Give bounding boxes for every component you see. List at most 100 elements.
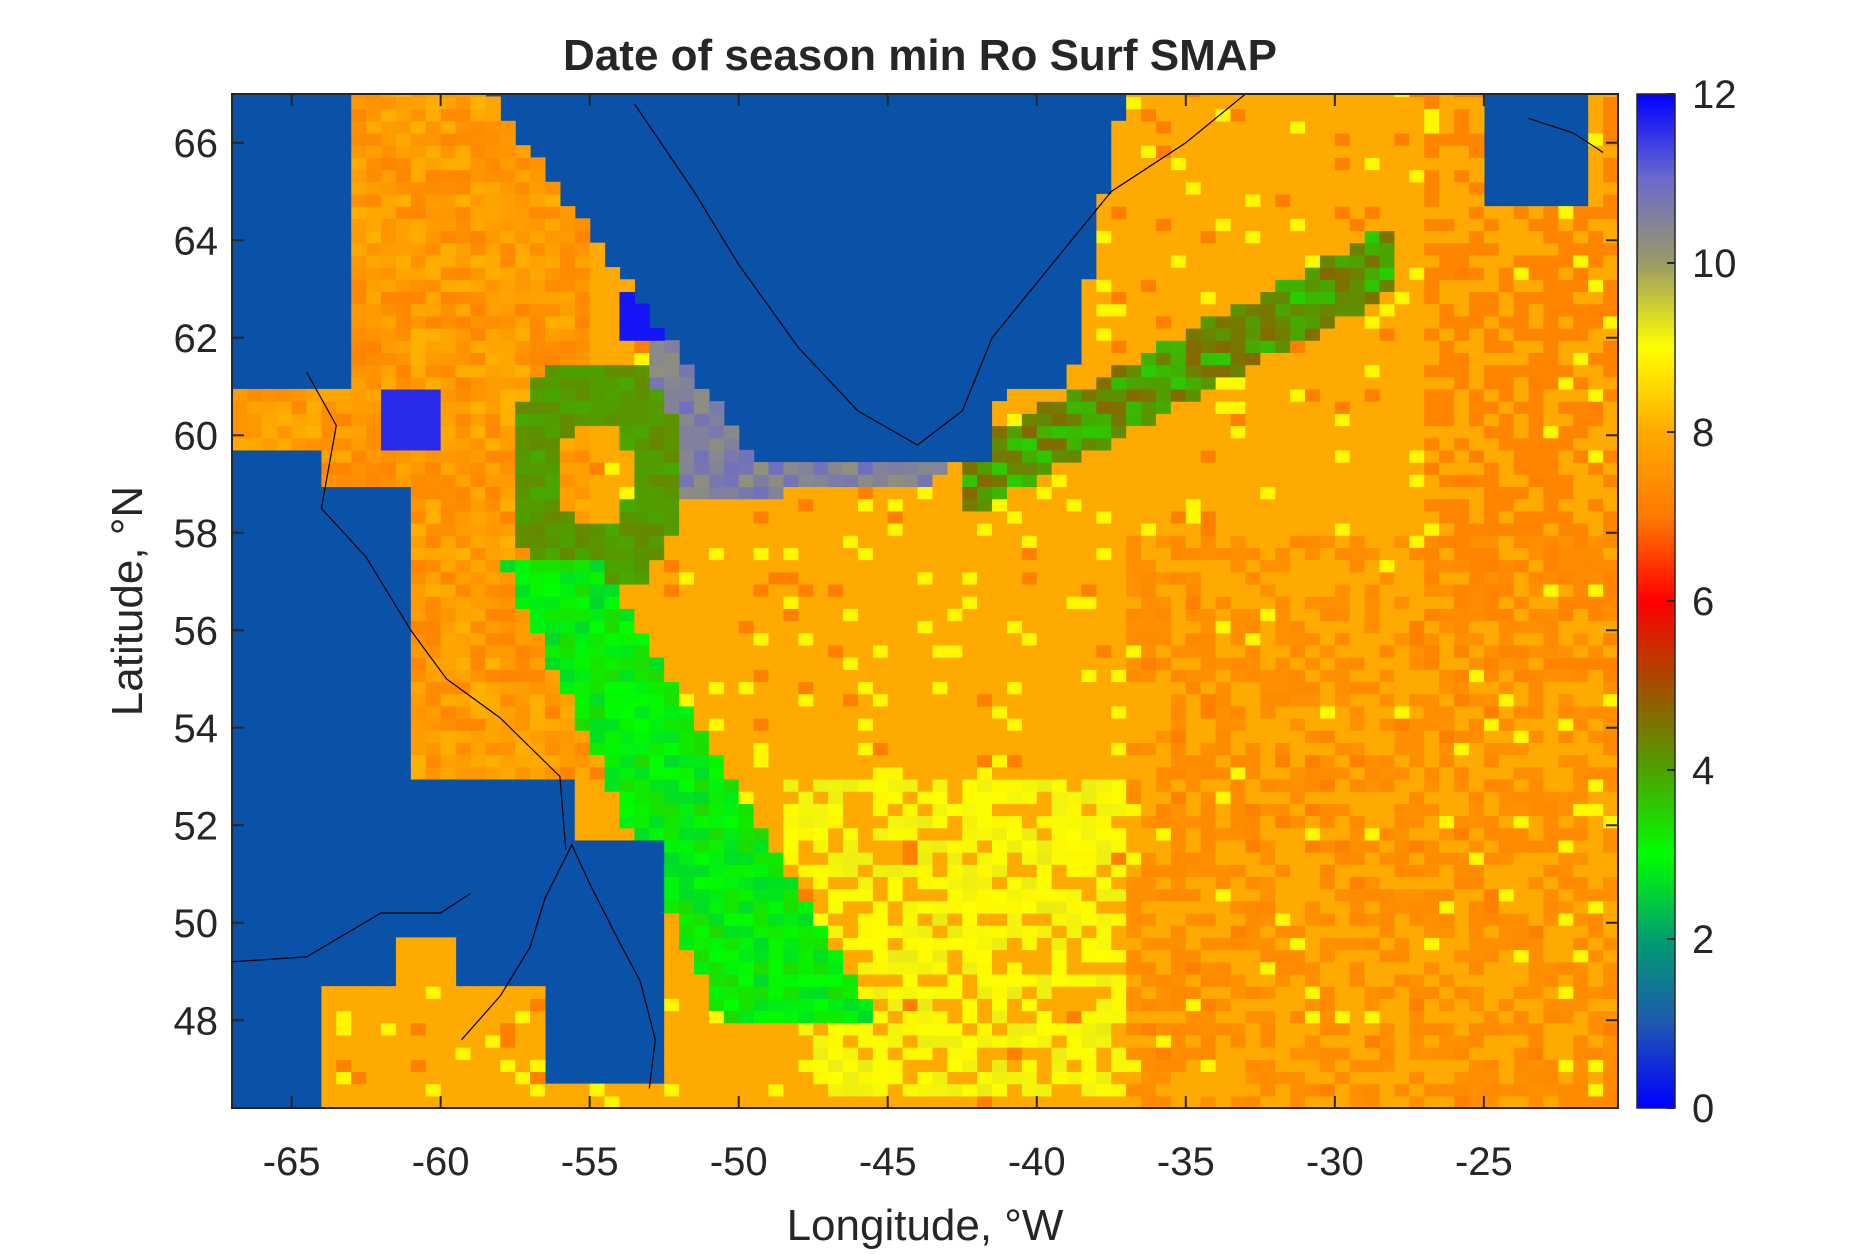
heatmap-cell xyxy=(843,791,859,804)
heatmap-cell xyxy=(1558,632,1574,646)
heatmap-cell xyxy=(544,730,561,743)
heatmap-cell xyxy=(977,718,993,731)
heatmap-cell xyxy=(1200,571,1217,585)
heatmap-cell xyxy=(1424,559,1440,573)
heatmap-cell xyxy=(1230,693,1247,707)
heatmap-cell xyxy=(992,718,1008,731)
heatmap-cell xyxy=(1603,778,1618,792)
heatmap-cell xyxy=(1200,925,1217,938)
heatmap-cell xyxy=(1439,730,1455,743)
heatmap-cell xyxy=(977,523,993,536)
heatmap-cell xyxy=(1319,986,1336,999)
heatmap-cell xyxy=(1081,730,1097,743)
heatmap-cell xyxy=(1185,449,1202,463)
heatmap-cell xyxy=(1528,961,1545,975)
heatmap-cell xyxy=(1066,693,1083,707)
heatmap-cell xyxy=(1364,388,1381,402)
heatmap-cell xyxy=(1275,437,1291,451)
heatmap-cell xyxy=(947,876,963,890)
heatmap-cell xyxy=(1126,949,1142,963)
heatmap-cell xyxy=(1603,1022,1618,1036)
heatmap-cell xyxy=(1305,571,1321,585)
heatmap-cell xyxy=(1319,827,1336,841)
heatmap-cell xyxy=(1290,754,1306,768)
heatmap-cell xyxy=(1305,778,1321,792)
heatmap-cell xyxy=(544,449,561,463)
heatmap-cell xyxy=(1126,888,1142,902)
heatmap-cell xyxy=(1439,949,1455,963)
heatmap-cell xyxy=(530,547,546,561)
heatmap-cell xyxy=(1245,766,1261,780)
heatmap-cell xyxy=(515,413,531,427)
heatmap-cell xyxy=(1588,778,1604,792)
heatmap-cell xyxy=(887,474,904,488)
heatmap-cell xyxy=(1021,766,1038,780)
heatmap-cell xyxy=(1468,973,1485,987)
heatmap-cell xyxy=(843,547,859,561)
heatmap-cell xyxy=(1096,498,1112,512)
heatmap-cell xyxy=(1200,815,1217,829)
heatmap-cell xyxy=(1319,693,1336,707)
heatmap-cell xyxy=(1543,925,1559,938)
heatmap-cell xyxy=(1260,949,1276,963)
heatmap-cell xyxy=(1230,608,1247,622)
heatmap-cell xyxy=(470,328,486,341)
heatmap-cell xyxy=(1528,778,1545,792)
heatmap-cell xyxy=(574,827,591,841)
heatmap-cell xyxy=(768,462,785,475)
heatmap-cell xyxy=(1036,657,1053,670)
heatmap-cell xyxy=(1230,791,1247,804)
heatmap-cell xyxy=(783,949,799,963)
heatmap-cell xyxy=(664,961,680,975)
heatmap-cell xyxy=(1588,388,1604,402)
heatmap-cell xyxy=(470,1022,486,1036)
heatmap-cell xyxy=(1260,730,1276,743)
heatmap-cell xyxy=(1021,583,1038,597)
heatmap-cell xyxy=(1245,315,1261,329)
heatmap-cell xyxy=(1558,352,1574,366)
heatmap-cell xyxy=(1379,1071,1396,1085)
heatmap-cell xyxy=(1006,1083,1023,1097)
heatmap-cell xyxy=(634,437,650,451)
heatmap-cell xyxy=(1439,352,1455,366)
heatmap-cell xyxy=(1394,462,1410,475)
heatmap-cell xyxy=(1066,766,1083,780)
heatmap-cell xyxy=(1170,535,1187,548)
heatmap-cell xyxy=(574,291,591,305)
heatmap-cell xyxy=(470,535,486,548)
heatmap-cell xyxy=(530,657,546,670)
heatmap-cell xyxy=(1379,449,1396,463)
heatmap-cell xyxy=(485,535,501,548)
heatmap-cell xyxy=(1141,888,1157,902)
heatmap-cell xyxy=(1468,413,1485,427)
heatmap-cell xyxy=(947,900,963,914)
heatmap-cell xyxy=(574,803,591,817)
heatmap-cell xyxy=(351,388,367,402)
heatmap-cell xyxy=(813,705,829,719)
heatmap-cell xyxy=(992,937,1008,951)
heatmap-cell xyxy=(410,498,427,512)
heatmap-cell xyxy=(1319,705,1336,719)
heatmap-cell xyxy=(544,1095,561,1108)
heatmap-cell xyxy=(381,998,397,1012)
heatmap-cell xyxy=(1245,852,1261,865)
heatmap-cell xyxy=(1081,437,1097,451)
heatmap-cell xyxy=(872,852,889,865)
heatmap-cell xyxy=(1230,547,1247,561)
heatmap-cell xyxy=(768,693,785,707)
heatmap-cell xyxy=(1349,766,1366,780)
heatmap-cell xyxy=(1409,388,1425,402)
heatmap-cell xyxy=(500,766,516,780)
heatmap-cell xyxy=(1260,669,1276,683)
heatmap-cell xyxy=(410,401,427,414)
heatmap-cell xyxy=(1588,474,1604,488)
heatmap-cell xyxy=(857,900,874,914)
heatmap-cell xyxy=(1364,1034,1381,1048)
heatmap-cell xyxy=(530,669,546,683)
heatmap-cell xyxy=(1528,632,1545,646)
heatmap-cell xyxy=(1528,998,1545,1012)
heatmap-cell xyxy=(932,523,948,536)
heatmap-cell xyxy=(1334,571,1351,585)
heatmap-cell xyxy=(1141,1071,1157,1085)
heatmap-cell xyxy=(1290,742,1306,756)
